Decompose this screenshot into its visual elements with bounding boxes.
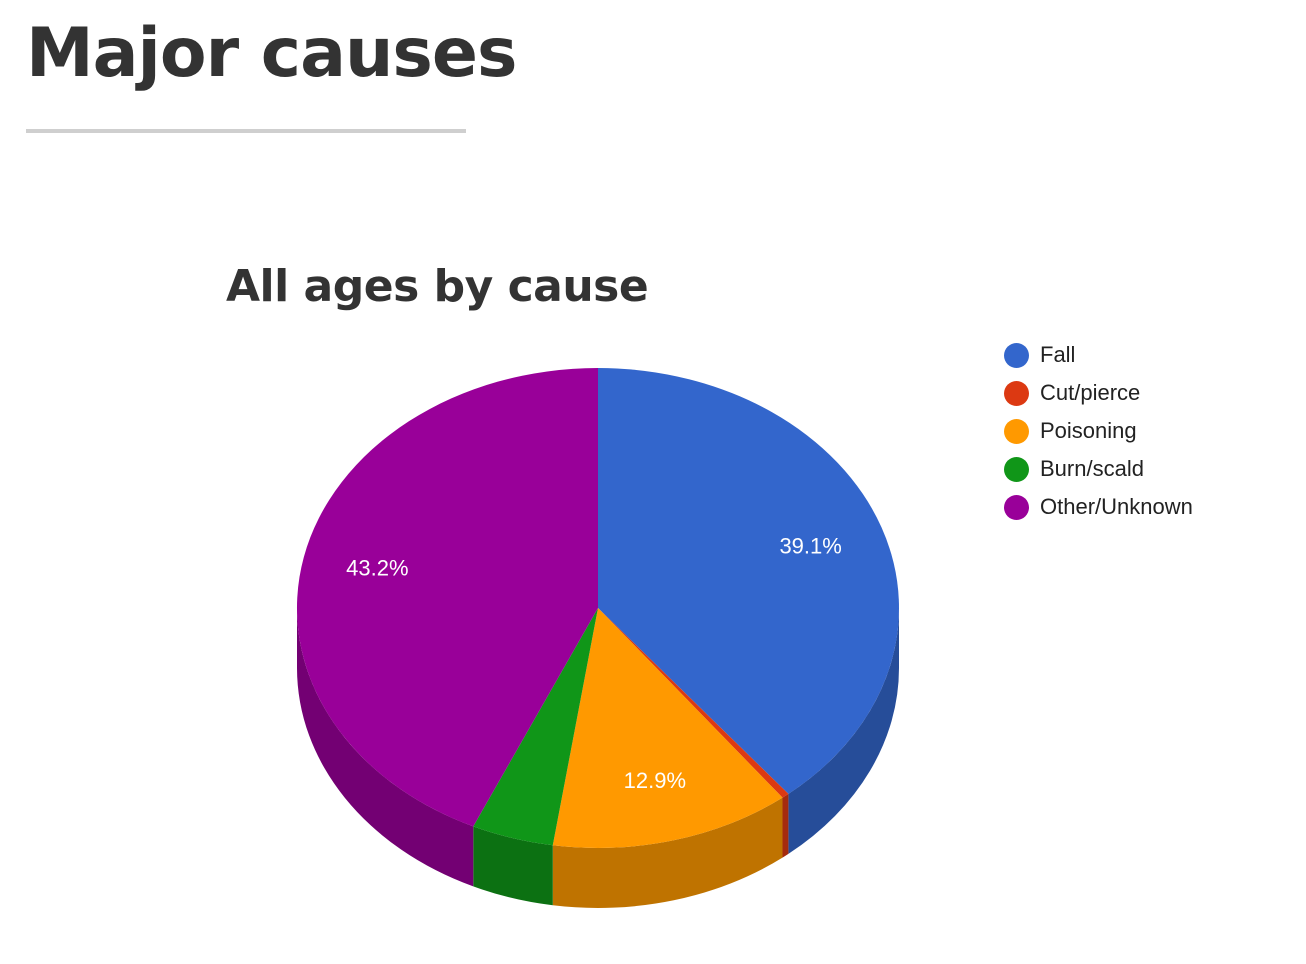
pie-side-fall: [788, 608, 899, 854]
pie-side-walls: [296, 608, 899, 909]
pie-side-burn-scald: [473, 826, 553, 906]
legend-label-cut-pierce: Cut/pierce: [1040, 380, 1141, 405]
chart-legend: Fall Cut/pierce Poisoning Burn/scald Oth…: [1004, 336, 1193, 526]
pie-label-poisoning: 12.9%: [624, 768, 686, 793]
legend-swatch-poisoning: [1004, 418, 1029, 444]
pie-slice-other-unknown[interactable]: [296, 367, 598, 827]
legend-label-fall: Fall: [1040, 342, 1076, 367]
legend-label-other-unknown: Other/Unknown: [1040, 494, 1193, 519]
legend-swatch-burn-scald: [1004, 456, 1029, 482]
legend-swatch-cut-pierce: [1004, 380, 1029, 406]
pie-side-cut-pierce: [782, 793, 789, 858]
pie-slice-poisoning[interactable]: [552, 608, 783, 849]
pie-data-labels: 39.1% 12.9% 43.2%: [346, 533, 842, 793]
pie-label-other-unknown: 43.2%: [346, 556, 408, 581]
pie-side-other-unknown: [296, 608, 474, 887]
chart-title: All ages by cause: [226, 261, 649, 312]
pie-label-fall: 39.1%: [779, 533, 841, 558]
pie-slices: [296, 367, 899, 849]
legend-item-burn-scald[interactable]: Burn/scald: [1004, 450, 1193, 488]
page-heading: Major causes: [26, 14, 517, 93]
legend-swatch-other-unknown: [1004, 494, 1029, 520]
pie-slice-fall[interactable]: [598, 368, 899, 794]
heading-divider: [26, 129, 466, 133]
legend-swatch-fall: [1004, 342, 1029, 368]
pie-slice-burn-scald[interactable]: [473, 608, 598, 846]
pie-side-poisoning: [552, 797, 783, 909]
legend-item-poisoning[interactable]: Poisoning: [1004, 412, 1193, 450]
legend-label-burn-scald: Burn/scald: [1040, 456, 1144, 481]
legend-item-cut-pierce[interactable]: Cut/pierce: [1004, 374, 1193, 412]
legend-item-other-unknown[interactable]: Other/Unknown: [1004, 488, 1193, 526]
legend-label-poisoning: Poisoning: [1040, 418, 1137, 443]
legend-item-fall[interactable]: Fall: [1004, 336, 1193, 374]
pie-slice-cut-pierce[interactable]: [598, 608, 789, 798]
